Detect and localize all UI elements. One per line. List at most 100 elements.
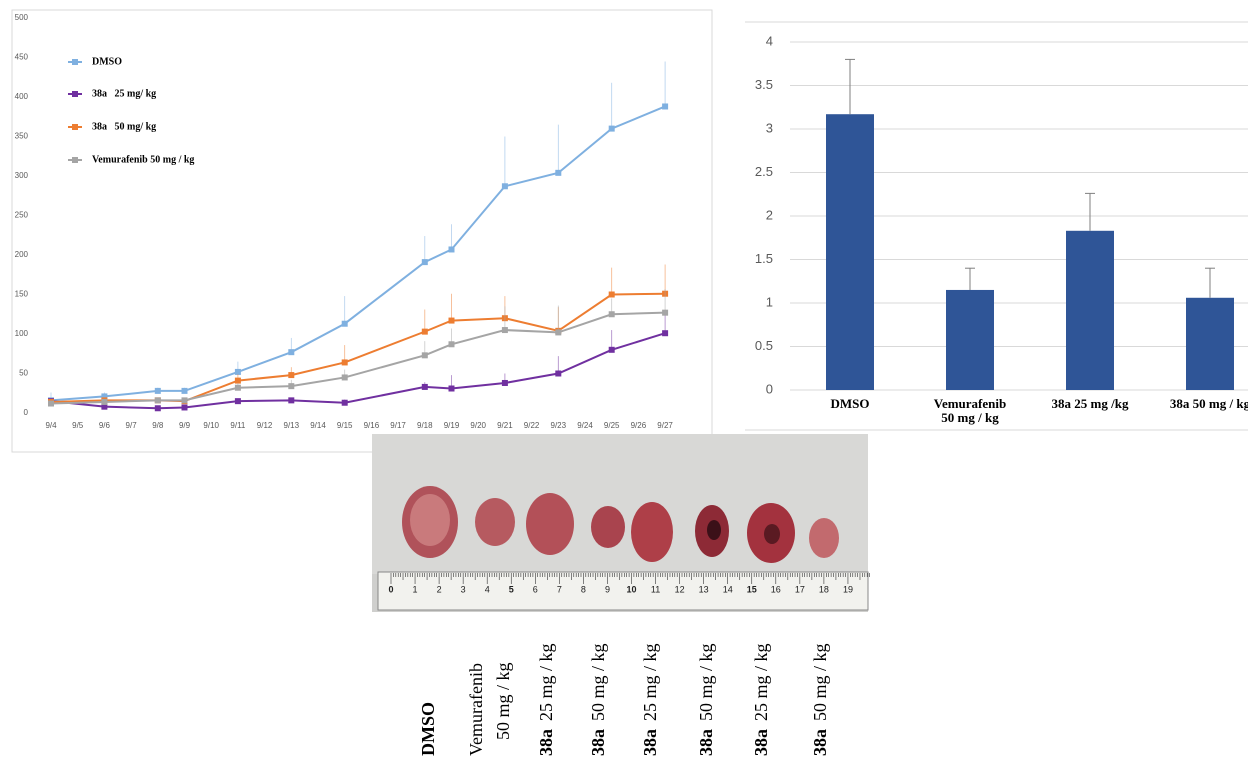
data-point [48,401,54,407]
bar [1186,298,1234,390]
ruler-label: 11 [651,584,660,594]
data-point [155,397,161,403]
data-point [609,347,615,353]
y-tick-label: 1.5 [755,251,773,266]
y-tick-label: 250 [15,211,29,220]
data-point [288,397,294,403]
line-chart-frame [12,10,712,452]
data-point [342,359,348,365]
sample-label-dose: 50 mg / kg [810,643,830,721]
ruler-label: 16 [771,584,781,594]
x-tick-label: 9/12 [257,421,273,430]
legend-label: Vemurafenib 50 mg / kg [92,154,194,165]
y-tick-label: 100 [15,329,29,338]
ruler-label: 2 [437,584,442,594]
legend-label: 38a 25 mg/ kg [92,88,156,99]
data-point [662,103,668,109]
y-tick-label: 0.5 [755,338,773,353]
sample-label: 38a50 mg / kg [696,643,716,756]
x-tick-label: DMSO [795,397,905,411]
x-tick-label: 9/7 [126,421,138,430]
sample-label: 38a25 mg / kg [751,643,771,756]
ruler-label: 10 [626,584,636,594]
y-tick-label: 2.5 [755,164,773,179]
ruler-label: 1 [413,584,418,594]
x-tick-label: 9/21 [497,421,513,430]
ruler-label: 14 [723,584,733,594]
x-tick-label: 9/10 [203,421,219,430]
data-point [235,398,241,404]
sample-label: 50 mg / kg [493,662,513,740]
ruler-label: 13 [699,584,709,594]
y-tick-label: 500 [15,13,29,22]
data-point [449,318,455,324]
y-tick-label: 0 [24,408,29,417]
legend-swatch [72,91,78,97]
x-tick-label: 9/18 [417,421,433,430]
legend-label: 38a 50 mg/ kg [92,121,156,132]
data-point [235,378,241,384]
sample-label-compound: 38a [810,729,830,756]
ruler-label: 17 [795,584,805,594]
data-point [422,384,428,390]
data-point [155,405,161,411]
y-tick-label: 0 [766,381,773,396]
sample-label-dose: 25 mg / kg [640,643,660,721]
x-tick-label: 9/24 [577,421,593,430]
sample-label: 38a 50 mg / kg [588,643,608,756]
data-point [662,310,668,316]
sample-label-dose: 50 mg / kg [696,643,716,721]
sample-label: 38a25 mg / kg [536,643,556,756]
x-tick-label: 9/11 [230,421,246,430]
ruler-label: 15 [747,584,757,594]
x-tick-label: 9/9 [179,421,191,430]
data-point [422,352,428,358]
ruler-label: 5 [509,584,514,594]
y-tick-label: 3 [766,120,773,135]
ruler-label: 9 [605,584,610,594]
ruler-label: 6 [533,584,538,594]
ruler-label: 18 [819,584,829,594]
sample-label-compound: 38a [588,729,608,756]
x-tick-label: 9/26 [631,421,647,430]
data-point [502,380,508,386]
x-tick-label: Vemurafenib 50 mg / kg [930,397,1010,425]
x-tick-label: 9/19 [444,421,460,430]
y-tick-label: 300 [15,171,29,180]
x-tick-label: 9/16 [364,421,380,430]
x-tick-label: 9/4 [45,421,57,430]
data-point [609,126,615,132]
sample-label: DMSO [418,702,438,756]
figure-canvas: 0501001502002503003504004505009/49/59/69… [0,0,1248,761]
data-point [502,183,508,189]
y-tick-label: 2 [766,207,773,222]
data-point [342,400,348,406]
data-point [288,372,294,378]
sample-label-dose: 50 mg / kg [588,643,608,721]
data-point [182,397,188,403]
ruler-label: 19 [843,584,853,594]
data-point [101,399,107,405]
tumor-photo [372,434,868,612]
data-point [555,329,561,335]
y-tick-label: 3.5 [755,77,773,92]
ruler-label: 7 [557,584,562,594]
sample-label-compound: 38a [751,729,771,756]
data-point [449,341,455,347]
sample-label: Vemurafenib [466,663,486,756]
ruler-label: 0 [388,584,393,594]
data-point [342,321,348,327]
legend-swatch [72,59,78,65]
data-point [182,388,188,394]
bar [946,290,994,390]
bar [1066,231,1114,390]
x-tick-label: 9/25 [604,421,620,430]
data-point [422,329,428,335]
data-point [502,327,508,333]
ruler-label: 4 [485,584,490,594]
data-point [235,385,241,391]
data-point [182,404,188,410]
y-tick-label: 450 [15,53,29,62]
ruler-label: 8 [581,584,586,594]
x-tick-label: 9/22 [524,421,540,430]
